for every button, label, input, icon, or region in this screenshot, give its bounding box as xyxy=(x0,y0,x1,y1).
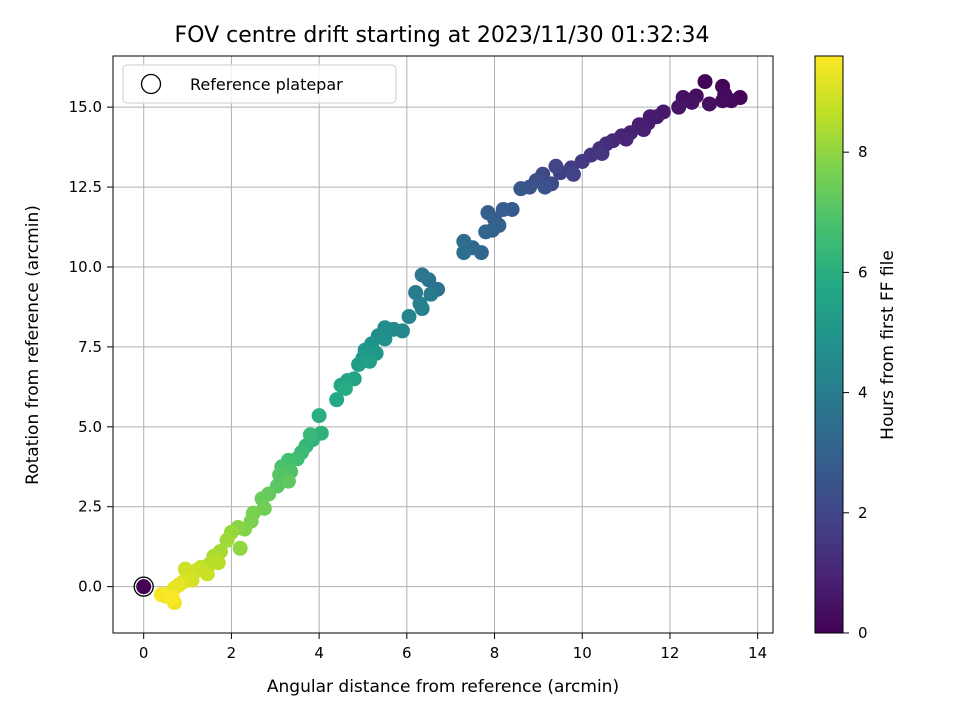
scatter-point xyxy=(219,532,235,548)
reference-marker xyxy=(133,576,154,597)
scatter-point xyxy=(210,555,226,571)
y-tick-label: 2.5 xyxy=(78,498,102,516)
x-tick-label: 4 xyxy=(314,644,324,662)
scatter-point xyxy=(414,267,430,283)
legend-marker xyxy=(140,73,162,95)
x-tick-label: 12 xyxy=(660,644,679,662)
scatter-point xyxy=(280,473,296,489)
x-tick-label: 14 xyxy=(748,644,767,662)
scatter-point xyxy=(377,331,393,347)
x-tick-label: 10 xyxy=(573,644,592,662)
colorbar-label: Hours from first FF file xyxy=(878,250,898,440)
scatter-point xyxy=(715,93,731,109)
scatter-point xyxy=(537,179,553,195)
scatter-point xyxy=(574,153,590,169)
y-tick-label: 15.0 xyxy=(69,98,102,116)
y-tick-label: 12.5 xyxy=(69,178,102,196)
plot-frame xyxy=(112,55,774,634)
scatter-point xyxy=(311,408,327,424)
grid-lines xyxy=(113,56,773,633)
x-tick-label: 8 xyxy=(490,644,500,662)
scatter-point xyxy=(480,205,496,221)
x-tick-label: 2 xyxy=(227,644,237,662)
scatter-point xyxy=(495,201,511,217)
axis-ticks: 0 2 4 6 8 10 12 14 0.0 2.5 5.0 7.5 10.0 12.5 15.0 xyxy=(69,98,768,662)
scatter-point xyxy=(456,245,472,261)
scatter-point xyxy=(684,94,700,110)
x-axis-label: Angular distance from reference (arcmin) xyxy=(267,677,619,697)
y-tick-label: 0.0 xyxy=(78,578,102,596)
scatter-points xyxy=(153,74,748,611)
colorbar-tick-label: 0 xyxy=(858,624,868,642)
y-tick-label: 7.5 xyxy=(78,338,102,356)
colorbar-ticks: 0 2 4 6 8 xyxy=(843,143,868,642)
scatter-point xyxy=(302,427,318,443)
scatter-point xyxy=(697,74,713,90)
scatter-point xyxy=(513,181,529,197)
scatter-point xyxy=(671,99,687,115)
scatter-point xyxy=(594,145,610,161)
colorbar-gradient xyxy=(814,55,844,634)
scatter-point xyxy=(362,353,378,369)
scatter-point xyxy=(177,561,193,577)
colorbar-tick-label: 6 xyxy=(858,263,868,281)
scatter-point xyxy=(618,131,634,147)
y-axis-label: Rotation from reference (arcmin) xyxy=(23,205,43,485)
scatter-point xyxy=(232,540,248,556)
x-tick-label: 0 xyxy=(139,644,149,662)
colorbar-tick-label: 4 xyxy=(858,384,868,402)
colorbar-tick-label: 8 xyxy=(858,143,868,161)
scatter-point xyxy=(548,158,564,174)
colorbar: 0 2 4 6 8 Hours from first FF file xyxy=(814,55,898,642)
scatter-point xyxy=(329,392,345,408)
scatter-point xyxy=(636,122,652,138)
y-tick-label: 5.0 xyxy=(78,418,102,436)
scatter-point xyxy=(414,301,430,317)
scatter-point xyxy=(478,224,494,240)
scatter-point xyxy=(164,590,180,606)
legend: Reference platepar xyxy=(122,64,397,104)
chart-title: FOV centre drift starting at 2023/11/30 … xyxy=(175,23,710,48)
reference-point-ring xyxy=(133,576,154,597)
legend-label: Reference platepar xyxy=(190,75,343,94)
scatter-point xyxy=(401,309,417,325)
colorbar-tick-label: 2 xyxy=(858,504,868,522)
scatter-point xyxy=(423,286,439,302)
reference-point-fill xyxy=(136,579,152,595)
x-tick-label: 6 xyxy=(402,644,412,662)
scatter-point xyxy=(642,109,658,125)
scatter-point xyxy=(456,233,472,249)
scatter-point xyxy=(337,380,353,396)
y-tick-label: 10.0 xyxy=(69,258,102,276)
legend-box xyxy=(122,64,397,104)
scatter-point xyxy=(701,96,717,112)
scatter-point xyxy=(565,166,581,182)
